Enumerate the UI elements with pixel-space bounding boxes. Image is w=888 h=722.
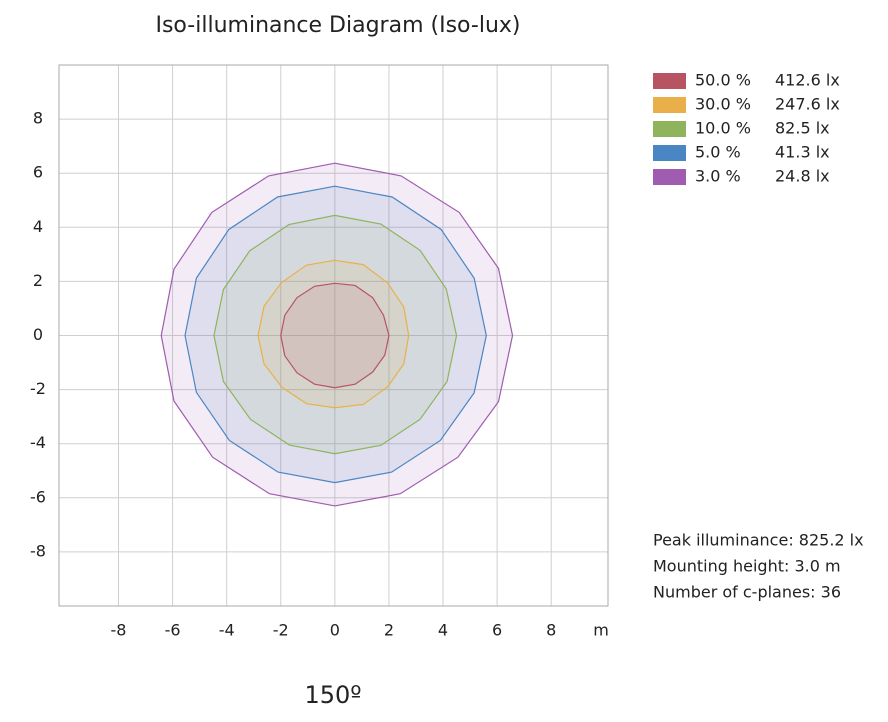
chart-title: Iso-illuminance Diagram (Iso-lux)	[155, 13, 520, 38]
legend-label: 412.6 lx	[775, 71, 840, 90]
legend-label: 24.8 lx	[775, 167, 830, 186]
legend-name: 3.0 %	[695, 167, 741, 186]
y-tick-label: -6	[30, 487, 46, 506]
plot-border	[58, 64, 609, 607]
y-tick-label: -8	[30, 541, 46, 560]
x-tick-label: 4	[438, 621, 448, 640]
y-tick-label: -4	[30, 433, 46, 452]
y-tick-label: 2	[33, 271, 43, 290]
contour	[160, 162, 514, 507]
x-tick-label: -2	[273, 621, 289, 640]
x-tick-label: 8	[546, 621, 556, 640]
legend-label: 82.5 lx	[775, 119, 830, 138]
x-tick-label: -8	[111, 621, 127, 640]
legend-swatch	[653, 97, 686, 113]
x-tick-label: 0	[330, 621, 340, 640]
y-tick-label: 0	[33, 325, 43, 344]
legend-swatch	[653, 121, 686, 137]
x-tick-label: 6	[492, 621, 502, 640]
y-tick-label: 8	[33, 109, 43, 128]
legend-label: 41.3 lx	[775, 143, 830, 162]
x-tick-label: 2	[384, 621, 394, 640]
legend-name: 30.0 %	[695, 95, 751, 114]
legend-swatch	[653, 73, 686, 89]
x-unit-label: m	[593, 621, 609, 640]
x-tick-label: -4	[219, 621, 235, 640]
note: Number of c-planes: 36	[653, 583, 841, 602]
y-tick-label: 6	[33, 163, 43, 182]
legend-swatch	[653, 145, 686, 161]
contour	[213, 214, 458, 455]
legend-name: 5.0 %	[695, 143, 741, 162]
contour	[280, 282, 390, 389]
legend-name: 50.0 %	[695, 71, 751, 90]
legend-name: 10.0 %	[695, 119, 751, 138]
caption: 150º	[304, 681, 361, 709]
note: Mounting height: 3.0 m	[653, 557, 841, 576]
note: Peak illuminance: 825.2 lx	[653, 531, 864, 550]
y-tick-label: -2	[30, 379, 46, 398]
contour	[184, 185, 487, 484]
y-tick-label: 4	[33, 217, 43, 236]
legend-label: 247.6 lx	[775, 95, 840, 114]
x-tick-label: -6	[165, 621, 181, 640]
legend-swatch	[653, 169, 686, 185]
